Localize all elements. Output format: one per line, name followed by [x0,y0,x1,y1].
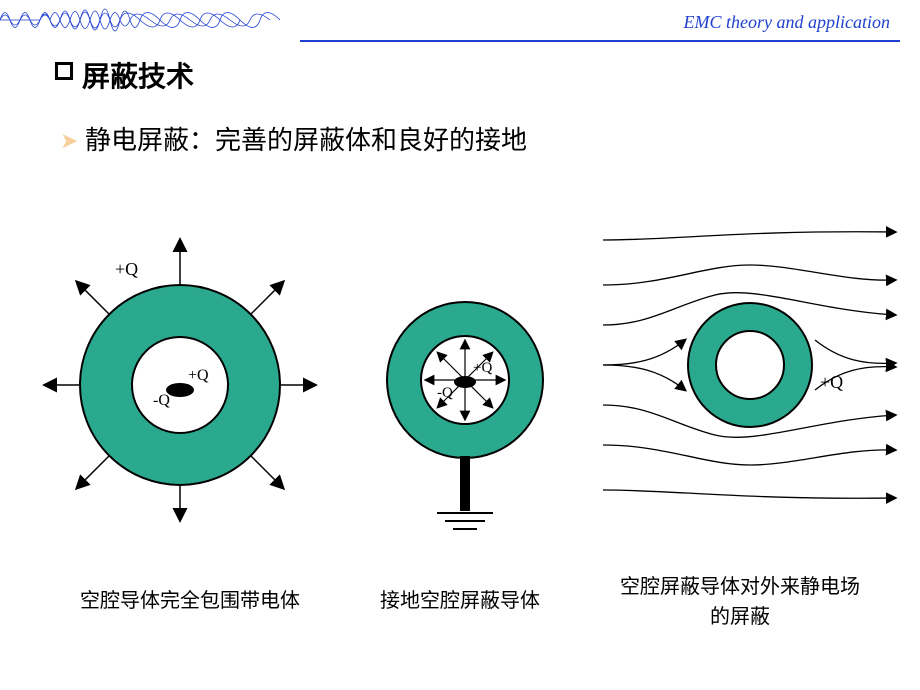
subtitle-text: 静电屏蔽：完善的屏蔽体和良好的接地 [85,120,527,157]
label-plus-q-3: +Q [820,372,843,392]
diagram-grounded-shield: +Q -Q [355,265,575,555]
caption-3: 空腔屏蔽导体对外来静电场的屏蔽 [620,572,860,632]
caption-2: 接地空腔屏蔽导体 [360,584,560,613]
label-plus-q-outer: +Q [115,259,138,279]
diagram-external-field-shield: +Q [595,210,905,530]
subtitle-arrow-icon: ➤ [60,128,78,154]
caption-1: 空腔导体完全包围带电体 [60,584,320,613]
label-minus-q-2: -Q [437,385,453,401]
diagram-cavity-conductor: +Q +Q -Q [40,225,320,525]
main-title: 屏蔽技术 [82,55,194,95]
label-plus-q-inner: +Q [188,367,209,384]
header-wave-decoration [0,0,280,40]
label-minus-q: -Q [153,392,170,409]
header-title: EMC theory and application [684,12,890,33]
header-underline [300,40,900,42]
title-bullet-icon [55,62,73,80]
label-plus-q-inner-2: +Q [473,360,492,376]
